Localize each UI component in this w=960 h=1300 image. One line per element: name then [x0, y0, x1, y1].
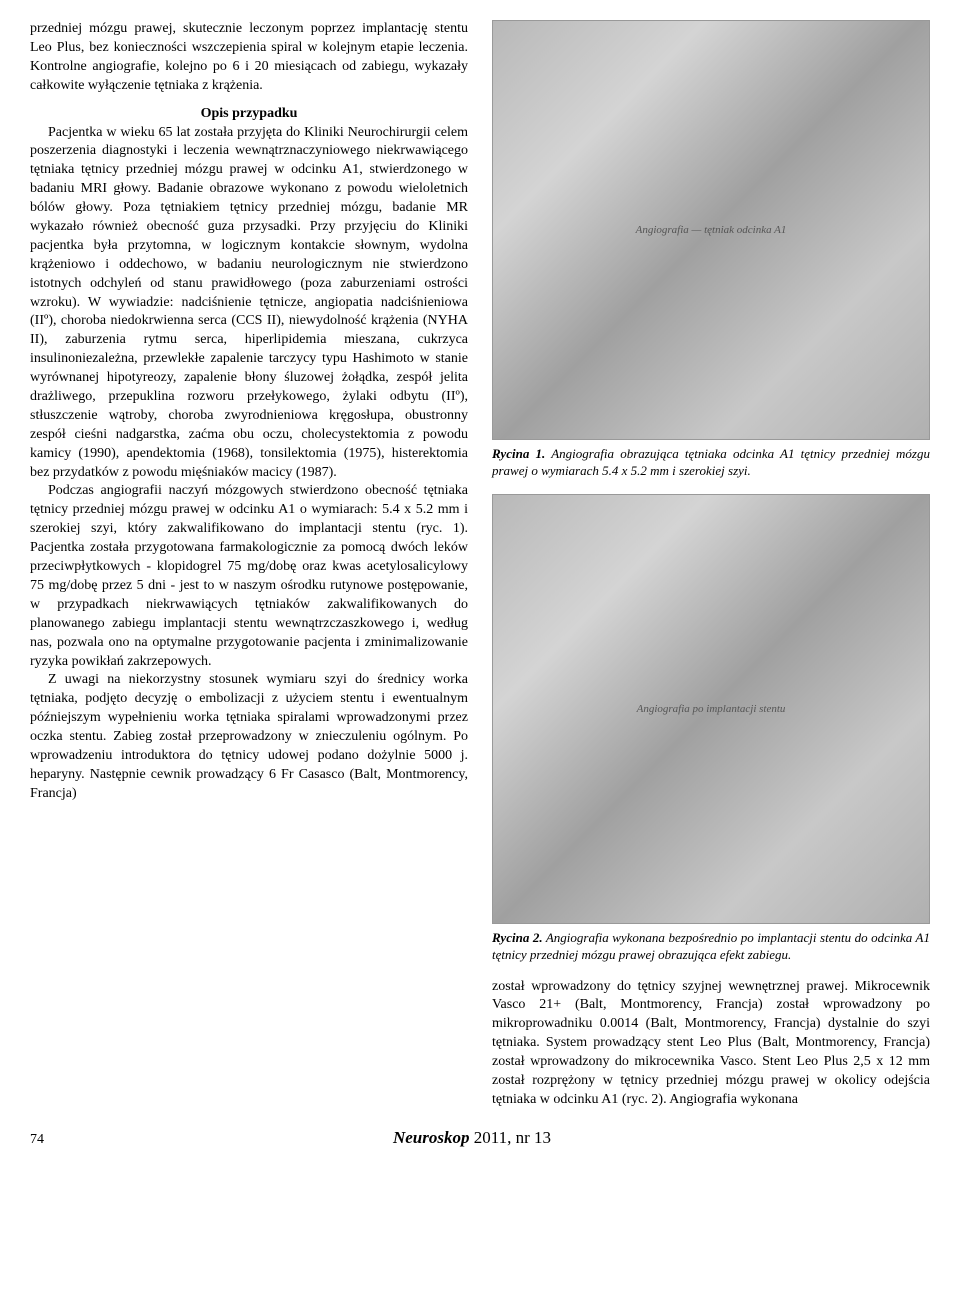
figure-2-caption-text: Angiografia wykonana bezpośrednio po imp… [492, 930, 930, 962]
figure-1-caption: Rycina 1. Angiografia obrazująca tętniak… [492, 446, 930, 480]
figure-2-caption: Rycina 2. Angiografia wykonana bezpośred… [492, 930, 930, 964]
page-body: przedniej mózgu prawej, skutecznie leczo… [30, 20, 930, 1110]
figure-2-alt: Angiografia po implantacji stentu [637, 703, 786, 715]
journal-name: Neuroskop [393, 1128, 470, 1147]
figure-1-caption-text: Angiografia obrazująca tętniaka odcinka … [492, 446, 930, 478]
left-column: przedniej mózgu prawej, skutecznie leczo… [30, 20, 468, 1110]
right-column: Angiografia — tętniak odcinka A1 Rycina … [492, 20, 930, 1110]
right-continuation-paragraph: został wprowadzony do tętnicy szyjnej we… [492, 978, 930, 1110]
figure-2-image: Angiografia po implantacji stentu [492, 494, 930, 924]
section-heading-case: Opis przypadku [30, 106, 468, 122]
case-paragraph-3: Z uwagi na niekorzystny stosunek wymiaru… [30, 671, 468, 803]
page-number: 74 [30, 1132, 44, 1148]
intro-paragraph: przedniej mózgu prawej, skutecznie leczo… [30, 20, 468, 96]
figure-2-number: Rycina 2. [492, 930, 543, 945]
case-paragraph-1: Pacjentka w wieku 65 lat została przyjęt… [30, 124, 468, 483]
figure-1-number: Rycina 1. [492, 446, 545, 461]
page-footer: 74 Neuroskop 2011, nr 13 [30, 1128, 930, 1148]
figure-1-alt: Angiografia — tętniak odcinka A1 [636, 224, 787, 236]
figure-1-image: Angiografia — tętniak odcinka A1 [492, 20, 930, 440]
figure-2: Angiografia po implantacji stentu Rycina… [492, 494, 930, 964]
journal-citation: Neuroskop 2011, nr 13 [393, 1128, 551, 1148]
case-paragraph-2: Podczas angiografii naczyń mózgowych stw… [30, 482, 468, 671]
figure-1: Angiografia — tętniak odcinka A1 Rycina … [492, 20, 930, 480]
journal-issue: 2011, nr 13 [469, 1128, 551, 1147]
